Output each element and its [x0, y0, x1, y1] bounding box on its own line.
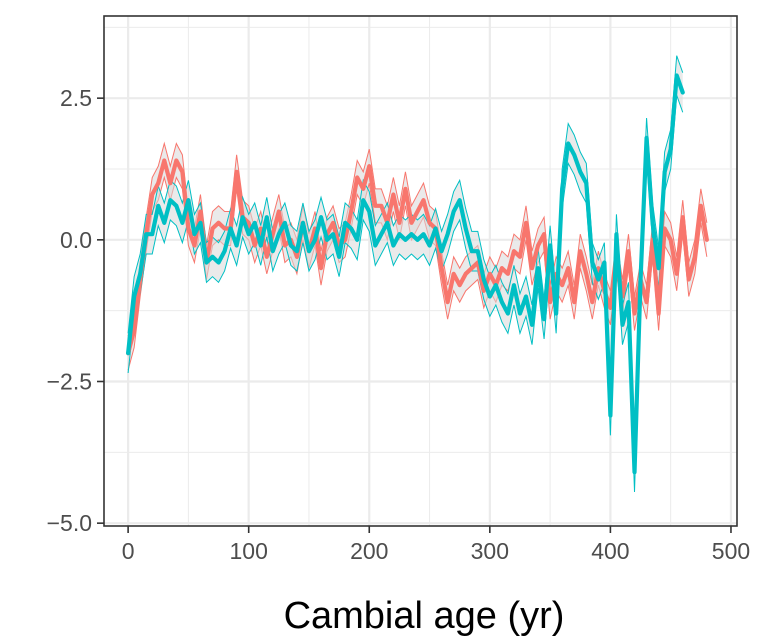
y-tick-label: −5.0 — [47, 510, 92, 536]
x-tick-label: 400 — [591, 538, 629, 564]
y-tick-label: 2.5 — [60, 85, 92, 111]
x-tick-label: 100 — [229, 538, 267, 564]
series-layer — [126, 55, 709, 493]
x-tick-label: 300 — [471, 538, 509, 564]
series-2-line — [126, 73, 685, 475]
series-1-line — [126, 158, 709, 356]
x-axis: 0 100 200 300 400 500 — [122, 526, 750, 564]
y-tick-label: −2.5 — [47, 369, 92, 395]
x-tick-label: 0 — [122, 538, 135, 564]
panel-border — [103, 15, 738, 527]
y-axis: −5.0 −2.5 0.0 2.5 — [47, 85, 104, 536]
x-tick-label: 500 — [712, 538, 750, 564]
x-axis-title: Cambial age (yr) — [284, 595, 565, 637]
y-tick-label: 0.0 — [60, 227, 92, 253]
x-tick-label: 200 — [350, 538, 388, 564]
